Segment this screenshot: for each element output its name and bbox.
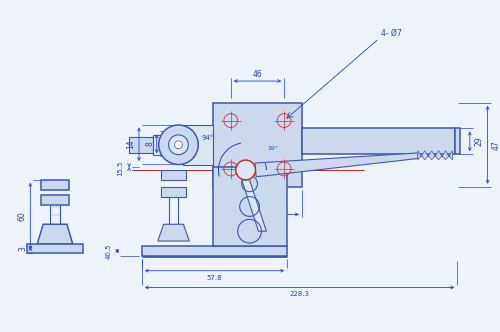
Text: 57.8: 57.8 <box>206 275 222 281</box>
Circle shape <box>168 135 188 155</box>
Polygon shape <box>418 151 452 160</box>
Polygon shape <box>153 135 168 155</box>
Polygon shape <box>160 170 186 180</box>
Polygon shape <box>129 137 153 153</box>
Polygon shape <box>158 224 190 241</box>
Text: 40.5: 40.5 <box>106 243 112 259</box>
Polygon shape <box>142 246 287 256</box>
Text: 46: 46 <box>252 70 262 79</box>
Polygon shape <box>184 124 213 165</box>
Polygon shape <box>455 128 460 154</box>
Polygon shape <box>41 195 69 205</box>
Text: 15.5: 15.5 <box>117 161 123 176</box>
Text: 228.3: 228.3 <box>290 291 310 297</box>
Polygon shape <box>213 103 302 187</box>
Polygon shape <box>41 180 69 190</box>
Text: 57: 57 <box>252 217 262 226</box>
Polygon shape <box>213 167 287 246</box>
Circle shape <box>174 141 182 149</box>
Circle shape <box>236 160 256 180</box>
Polygon shape <box>160 187 186 197</box>
Polygon shape <box>28 244 82 253</box>
Text: 8: 8 <box>146 141 154 146</box>
Text: 19°: 19° <box>268 146 279 151</box>
Text: 94°: 94° <box>202 135 214 141</box>
Text: 4- Ø7: 4- Ø7 <box>381 29 402 38</box>
Text: 60: 60 <box>18 211 27 221</box>
Polygon shape <box>255 153 418 177</box>
Polygon shape <box>242 180 266 231</box>
Text: 47: 47 <box>492 140 500 150</box>
Text: 3: 3 <box>18 246 27 251</box>
Text: 41: 41 <box>252 203 262 212</box>
Circle shape <box>158 125 198 165</box>
Text: 29: 29 <box>474 136 483 146</box>
Polygon shape <box>302 128 455 154</box>
Text: 14: 14 <box>126 139 136 149</box>
Polygon shape <box>37 224 73 244</box>
